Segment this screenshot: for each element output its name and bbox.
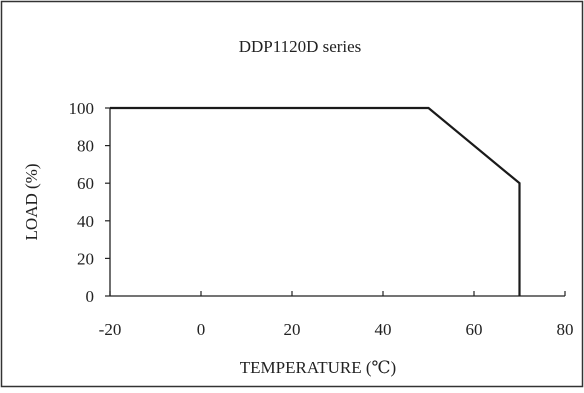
y-tick-label: 0 [86,287,95,306]
chart-title: DDP1120D series [239,37,362,56]
x-ticks: -20 0 20 40 60 80 [99,291,574,339]
derating-line [110,106,521,296]
x-tick-label: 60 [466,320,483,339]
x-tick-label: 40 [375,320,392,339]
y-axis-title: LOAD (%) [22,164,41,241]
x-tick-label: 20 [284,320,301,339]
y-tick-label: 40 [77,212,94,231]
x-tick-label: 0 [197,320,206,339]
y-ticks: 0 20 40 60 80 100 [69,99,110,306]
x-tick-label: 80 [557,320,574,339]
x-tick-label: -20 [99,320,122,339]
y-tick-label: 80 [77,137,94,156]
y-tick-label: 20 [77,249,94,268]
y-tick-label: 60 [77,174,94,193]
y-tick-label: 100 [69,99,95,118]
series-group [110,106,521,296]
x-axis-title: TEMPERATURE (℃) [240,358,396,377]
